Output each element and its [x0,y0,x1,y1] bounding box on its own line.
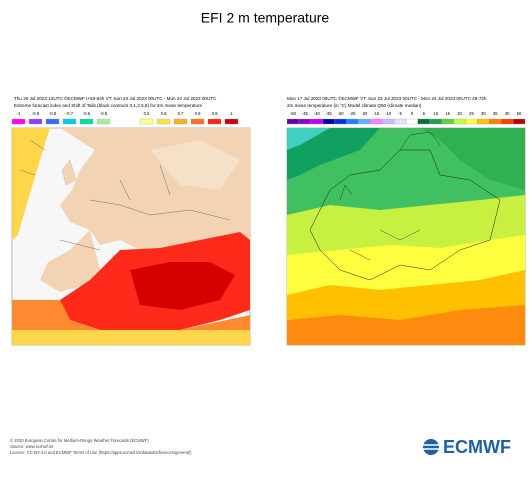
color-swatch [139,118,154,125]
panel-header: 2m mean temperature (in °C) Model climat… [287,103,422,108]
color-swatch [334,118,347,125]
colorbar-label: 1 [230,111,233,116]
colorbar-label: 15 [445,111,450,116]
colorbar-label: -35 [326,111,333,116]
panel-header: Mon 17 Jul 2023 00UTC ©ECMWF VT: Sun 23 … [287,95,487,101]
color-swatch [322,118,335,125]
footer-text: © 2020 European Centre for Medium-Range … [10,438,149,443]
colorbar-label: 5 [423,111,426,116]
color-swatch [156,118,171,125]
color-swatch [429,118,442,125]
colorbar-label: -20 [361,111,368,116]
color-swatch [224,118,239,125]
colorbar-label: -5 [398,111,402,116]
color-swatch [501,118,514,125]
color-swatch [417,118,430,125]
colorbar-label: 20 [457,111,462,116]
color-swatch [453,118,466,125]
color-swatch [512,118,526,125]
color-swatch [173,118,188,125]
colorbar-label: -10 [385,111,392,116]
panel-header: Extreme forecast index and Shift of Tail… [14,103,203,108]
colorbar-label: -0.5 [100,111,108,116]
colorbar-label: 50 [517,111,522,116]
colorbar-label: -0.9 [32,111,40,116]
footer-text: Source: www.ecmwf.int [10,444,54,449]
color-swatch [393,118,407,125]
color-swatch [358,118,371,125]
color-swatch [489,118,502,125]
color-swatch [441,118,454,125]
colorbar-label: 0.5 [144,111,150,116]
colorbar-label: -0.7 [66,111,74,116]
map-right [286,127,526,346]
colorbar-label: 0.6 [161,111,167,116]
colorbar-label: -30 [338,111,345,116]
color-swatch [28,118,43,125]
colorbar-label: -50 [290,111,297,116]
logo: ECMWF [423,437,511,457]
color-swatch [11,118,26,125]
colorbar-label: -40 [314,111,321,116]
color-swatch [310,118,323,125]
color-swatch [298,118,311,125]
colorbar-label: 30 [481,111,486,116]
footer-text: Licence: CC-BY-4.0 and ECMWF Terms of Us… [10,450,192,455]
colorbar-label: -45 [302,111,309,116]
color-swatch [382,118,395,125]
color-swatch [79,118,94,125]
colorbar-label: -1 [17,111,21,116]
colorbar-label: -15 [373,111,380,116]
color-swatch [370,118,383,125]
title: EFI 2 m temperature [201,10,330,26]
panel-header: Thu 20 Jul 2023 12UTC ©ECMWF t+60-84h VT… [14,95,217,101]
colorbar-label: 10 [433,111,438,116]
color-swatch [286,118,300,125]
colorbar-label: -0.6 [83,111,91,116]
colorbar-label: -25 [349,111,356,116]
logo-text: ECMWF [443,437,511,457]
color-swatch [207,118,222,125]
colorbar-label: 0.9 [212,111,218,116]
colorbar-label: 40 [505,111,510,116]
colorbar-label: 0.7 [178,111,184,116]
colorbar-label: 0.8 [195,111,201,116]
colorbar-label: 25 [469,111,474,116]
colorbar-label: 0 [411,111,414,116]
map-left [11,127,251,346]
color-swatch [190,118,205,125]
color-swatch [465,118,478,125]
color-swatch [477,118,490,125]
color-swatch [346,118,359,125]
color-swatch [405,118,419,125]
color-swatch [45,118,60,125]
color-swatch [96,118,111,125]
colorbar-label: -0.8 [49,111,57,116]
color-swatch [62,118,77,125]
colorbar-label: 35 [493,111,498,116]
